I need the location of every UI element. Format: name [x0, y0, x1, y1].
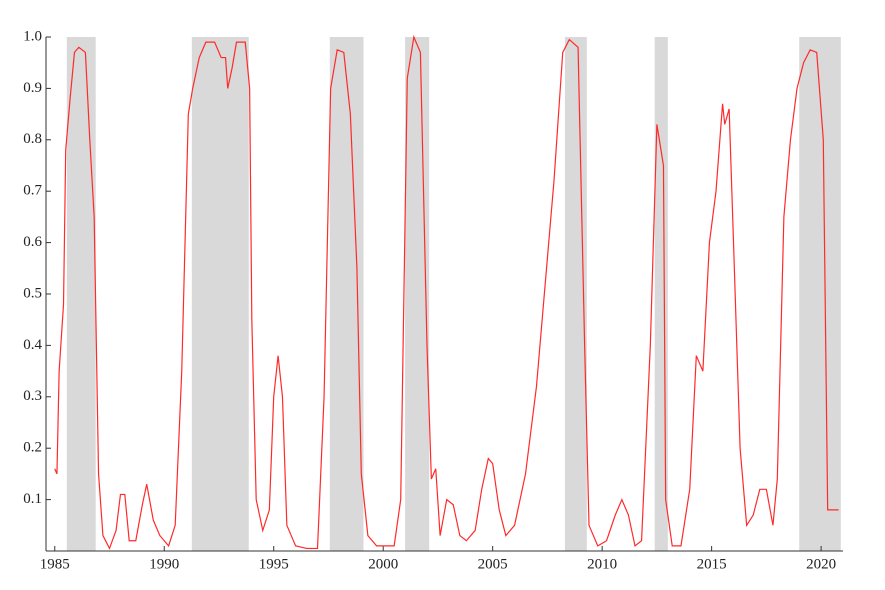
shaded-region	[564, 37, 587, 551]
y-tick-label: 1.0	[23, 28, 42, 44]
y-tick-label: 0.7	[23, 183, 42, 199]
x-tick-label: 1990	[149, 556, 179, 572]
shaded-region	[405, 37, 430, 551]
shaded-region	[799, 37, 841, 551]
y-tick-label: 0.8	[23, 131, 42, 147]
shaded-region	[66, 37, 96, 551]
series-line	[54, 34, 839, 550]
shaded-region	[329, 37, 364, 551]
x-tick-label: 1985	[40, 556, 70, 572]
x-tick-label: 2010	[587, 556, 617, 572]
y-tick-label: 0.9	[23, 80, 42, 96]
x-tick-label: 2000	[368, 556, 398, 572]
x-tick-label: 2020	[806, 556, 836, 572]
x-tick-label: 1995	[259, 556, 289, 572]
x-tick-label: 2005	[478, 556, 508, 572]
y-tick-label: 0.5	[23, 285, 42, 301]
y-tick-label: 0.1	[23, 491, 42, 507]
shaded-region	[191, 37, 249, 551]
y-tick-label: 0.2	[23, 440, 42, 456]
y-tick-label: 0.6	[23, 234, 42, 250]
y-tick-label: 0.4	[23, 337, 42, 353]
y-tick-label: 0.3	[23, 388, 42, 404]
x-tick-label: 2015	[697, 556, 727, 572]
